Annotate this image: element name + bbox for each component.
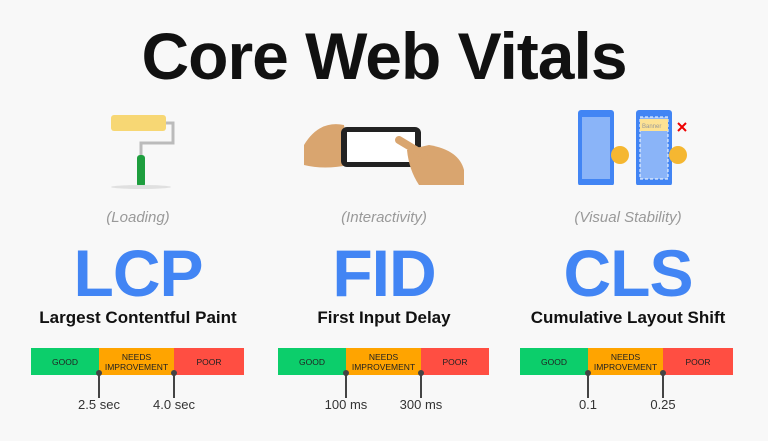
metric-acronym: LCP: [73, 236, 204, 310]
threshold-marker: [585, 370, 591, 398]
segment-good: GOOD: [520, 348, 588, 375]
segment-poor: POOR: [174, 348, 244, 375]
cls-threshold-bar: GOOD NEEDS IMPROVEMENT POOR: [520, 348, 733, 375]
metric-category: (Loading): [106, 209, 170, 226]
threshold-label: 300 ms: [399, 397, 443, 412]
hand-tapping-phone-icon: [304, 124, 464, 185]
threshold-label: 0.1: [578, 397, 598, 412]
threshold-marker: [660, 370, 666, 398]
threshold-label: 0.25: [650, 397, 676, 412]
segment-good: GOOD: [278, 348, 346, 375]
segment-needs-improvement: NEEDS IMPROVEMENT: [346, 348, 421, 375]
paint-roller-icon: [111, 115, 175, 189]
metric-fid: (Interactivity) FID First Input Delay: [256, 0, 512, 441]
metric-acronym: CLS: [563, 236, 694, 310]
threshold-marker: [343, 370, 349, 398]
threshold-label: 4.0 sec: [153, 397, 195, 412]
metric-lcp: (Loading) LCP Largest Contentful Paint: [10, 0, 266, 441]
segment-poor: POOR: [663, 348, 733, 375]
metric-name: Cumulative Layout Shift: [530, 308, 726, 327]
threshold-marker: [96, 370, 102, 398]
metric-acronym: FID: [332, 236, 436, 310]
fid-threshold-bar: GOOD NEEDS IMPROVEMENT POOR: [278, 348, 489, 375]
threshold-marker: [418, 370, 424, 398]
threshold-label: 2.5 sec: [78, 397, 120, 412]
segment-good: GOOD: [31, 348, 99, 375]
layout-shift-phones-icon: Banner: [578, 110, 687, 185]
metric-name: Largest Contentful Paint: [39, 308, 237, 327]
metric-category: (Interactivity): [341, 209, 427, 226]
threshold-label: 100 ms: [324, 397, 368, 412]
segment-needs-improvement: NEEDS IMPROVEMENT: [588, 348, 663, 375]
metric-cls: Banner (Visual Stability) CLS Cumulative…: [500, 0, 756, 441]
segment-poor: POOR: [421, 348, 489, 375]
lcp-threshold-bar: GOOD NEEDS IMPROVEMENT POOR: [31, 348, 244, 375]
metric-name: First Input Delay: [317, 308, 451, 327]
metric-category: (Visual Stability): [574, 209, 682, 226]
threshold-marker: [171, 370, 177, 398]
banner-label: Banner: [642, 124, 661, 130]
segment-needs-improvement: NEEDS IMPROVEMENT: [99, 348, 174, 375]
page-title: Core Web Vitals: [141, 19, 627, 93]
